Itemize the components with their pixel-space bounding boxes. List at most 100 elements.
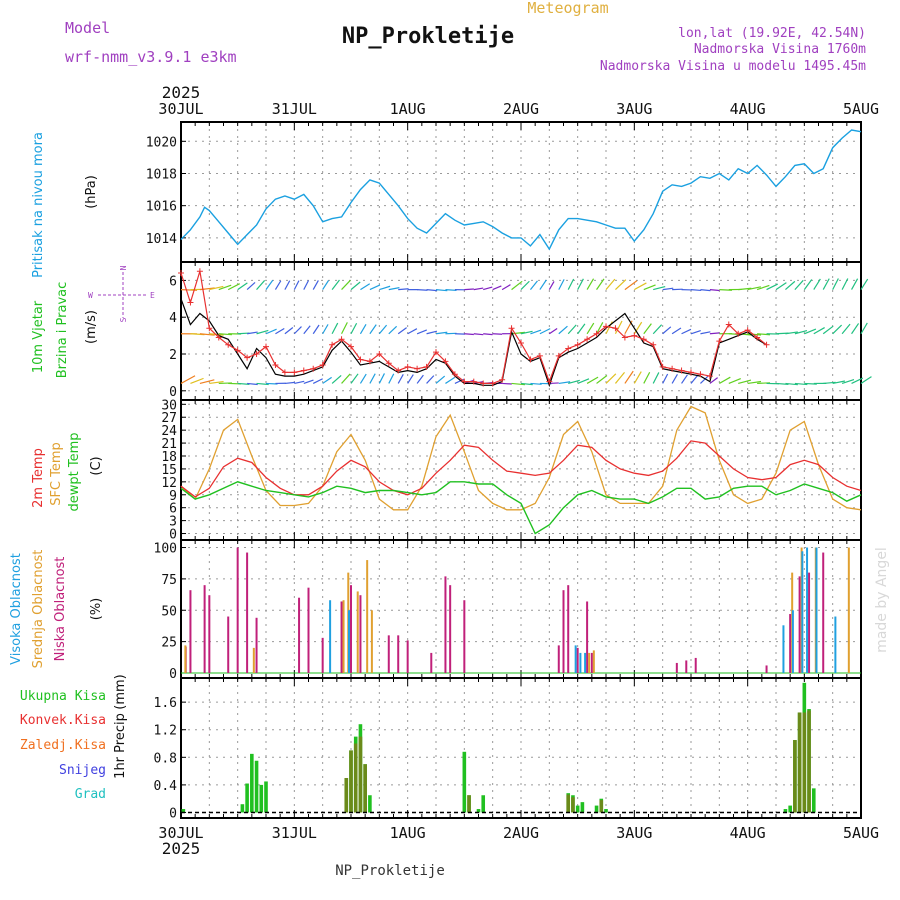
wind-arrow (577, 323, 586, 335)
wind-gust-marker (196, 268, 203, 275)
wind-arrow (851, 323, 860, 335)
wind-arrow (426, 289, 438, 292)
meteogram-subtitle: Meteogram (527, 0, 608, 17)
wind-arrow (331, 322, 339, 335)
wind-gust-marker (621, 334, 628, 341)
mid-cloud-bar (356, 591, 359, 673)
wind-gust-marker (508, 325, 515, 332)
wind-arrow (407, 374, 414, 384)
total-rain-bar (476, 809, 481, 813)
cloud-ylabel-high: Visoka Oblacnost (9, 553, 24, 665)
wind-arrow (502, 382, 512, 385)
wind-arrow (851, 278, 859, 290)
wind-arrow (586, 376, 599, 384)
low-cloud-bar (675, 662, 678, 673)
wind-arrow (633, 321, 643, 335)
cloud-tick-label: 50 (161, 604, 177, 619)
wind-arrow (662, 326, 672, 335)
wind-arrow (350, 373, 359, 384)
temperature-tick-label: 12 (161, 476, 177, 491)
dewpt-line (180, 481, 862, 535)
wind-arrow (407, 328, 418, 335)
wind-gust-marker (329, 341, 336, 348)
wind-gust-marker (291, 369, 298, 376)
wind-arrow (700, 331, 711, 335)
wind-arrow (293, 326, 302, 335)
wind-gust-marker (716, 338, 723, 345)
temperature-tick-label: 9 (169, 489, 177, 504)
low-cloud-bar (694, 657, 697, 673)
wind-speed-line (180, 298, 767, 388)
top-date-label: 31JUL (272, 100, 317, 118)
wind-gust-marker (244, 354, 251, 361)
wind-arrow (397, 374, 404, 384)
mid-cloud-bar (370, 610, 373, 673)
conv-rain-bar (802, 712, 807, 813)
wind-gust-marker (225, 341, 232, 348)
low-cloud-bar (562, 590, 565, 673)
wind-arrow (860, 376, 872, 384)
wind-arrow (614, 371, 625, 384)
wind-gust-marker (395, 367, 402, 374)
low-cloud-bar (189, 590, 192, 673)
wind-gust-marker (603, 323, 609, 330)
wind-gust-marker (338, 336, 345, 343)
wind-arrow (757, 333, 771, 336)
wind-gust-marker (451, 371, 458, 378)
wind-gust-marker (688, 369, 694, 376)
wind-arrow (416, 329, 428, 335)
wind-gust-marker (640, 336, 647, 343)
high-cloud-bar (815, 547, 818, 673)
wind-arrow (548, 327, 558, 335)
wind-gust-marker (574, 341, 581, 348)
wind-gust-marker (263, 343, 269, 350)
wind-gust-marker (348, 343, 354, 350)
wind-arrow (785, 331, 798, 335)
wind-arrow (473, 333, 484, 336)
wind-arrow (435, 331, 448, 335)
wind-arrow (700, 289, 711, 292)
wind-arrow (785, 382, 798, 386)
wind-arrow (312, 378, 323, 384)
wind-arrow (397, 327, 407, 335)
wind-arrow (247, 331, 258, 335)
conv-rain-bar (344, 778, 349, 813)
total-rain-bar (240, 804, 245, 813)
wind-arrow (501, 284, 511, 291)
wind-arrow (728, 378, 741, 384)
wind-arrow (359, 373, 367, 384)
wind-gust-marker (480, 380, 487, 387)
wind-arrow (322, 280, 330, 290)
wind-arrow (378, 324, 388, 335)
wind-gust-marker (404, 363, 411, 370)
wind-arrow (841, 378, 855, 385)
legend-snow: Snijeg (59, 763, 106, 778)
cloud-ylabel-mid: Srednja Oblacnost (31, 550, 46, 669)
precip-tick-label: 0.4 (154, 779, 178, 794)
wind-arrow (435, 289, 448, 292)
wind-gust-marker (584, 336, 591, 343)
wind-arrow (634, 282, 647, 291)
wind-arrow (596, 278, 605, 290)
precip-frame (180, 677, 862, 819)
temperature-tick-label: 27 (161, 411, 177, 426)
temperature-tick-label: 18 (161, 450, 177, 465)
cloud-tick-label: 75 (161, 573, 177, 588)
wind-gust-marker (300, 367, 307, 374)
temp-ylabel-dewpt: dewpt Temp (67, 432, 82, 511)
wind-arrow (803, 279, 813, 290)
wind-arrow (426, 375, 435, 384)
wind-arrow (275, 328, 285, 335)
total-rain-bar (259, 784, 264, 813)
high-cloud-bar (584, 652, 587, 673)
total-rain-bar (575, 805, 580, 813)
wind-gust-marker (272, 362, 279, 369)
bottom-date-label: 2AUG (503, 824, 539, 842)
temperature-tick-label: 24 (161, 424, 177, 439)
wind-arrow (539, 328, 551, 335)
compass-w: W (88, 291, 93, 300)
wind-gust-marker (725, 321, 732, 328)
pressure-tick-label: 1020 (146, 135, 177, 150)
wind-gust-marker (414, 365, 421, 372)
